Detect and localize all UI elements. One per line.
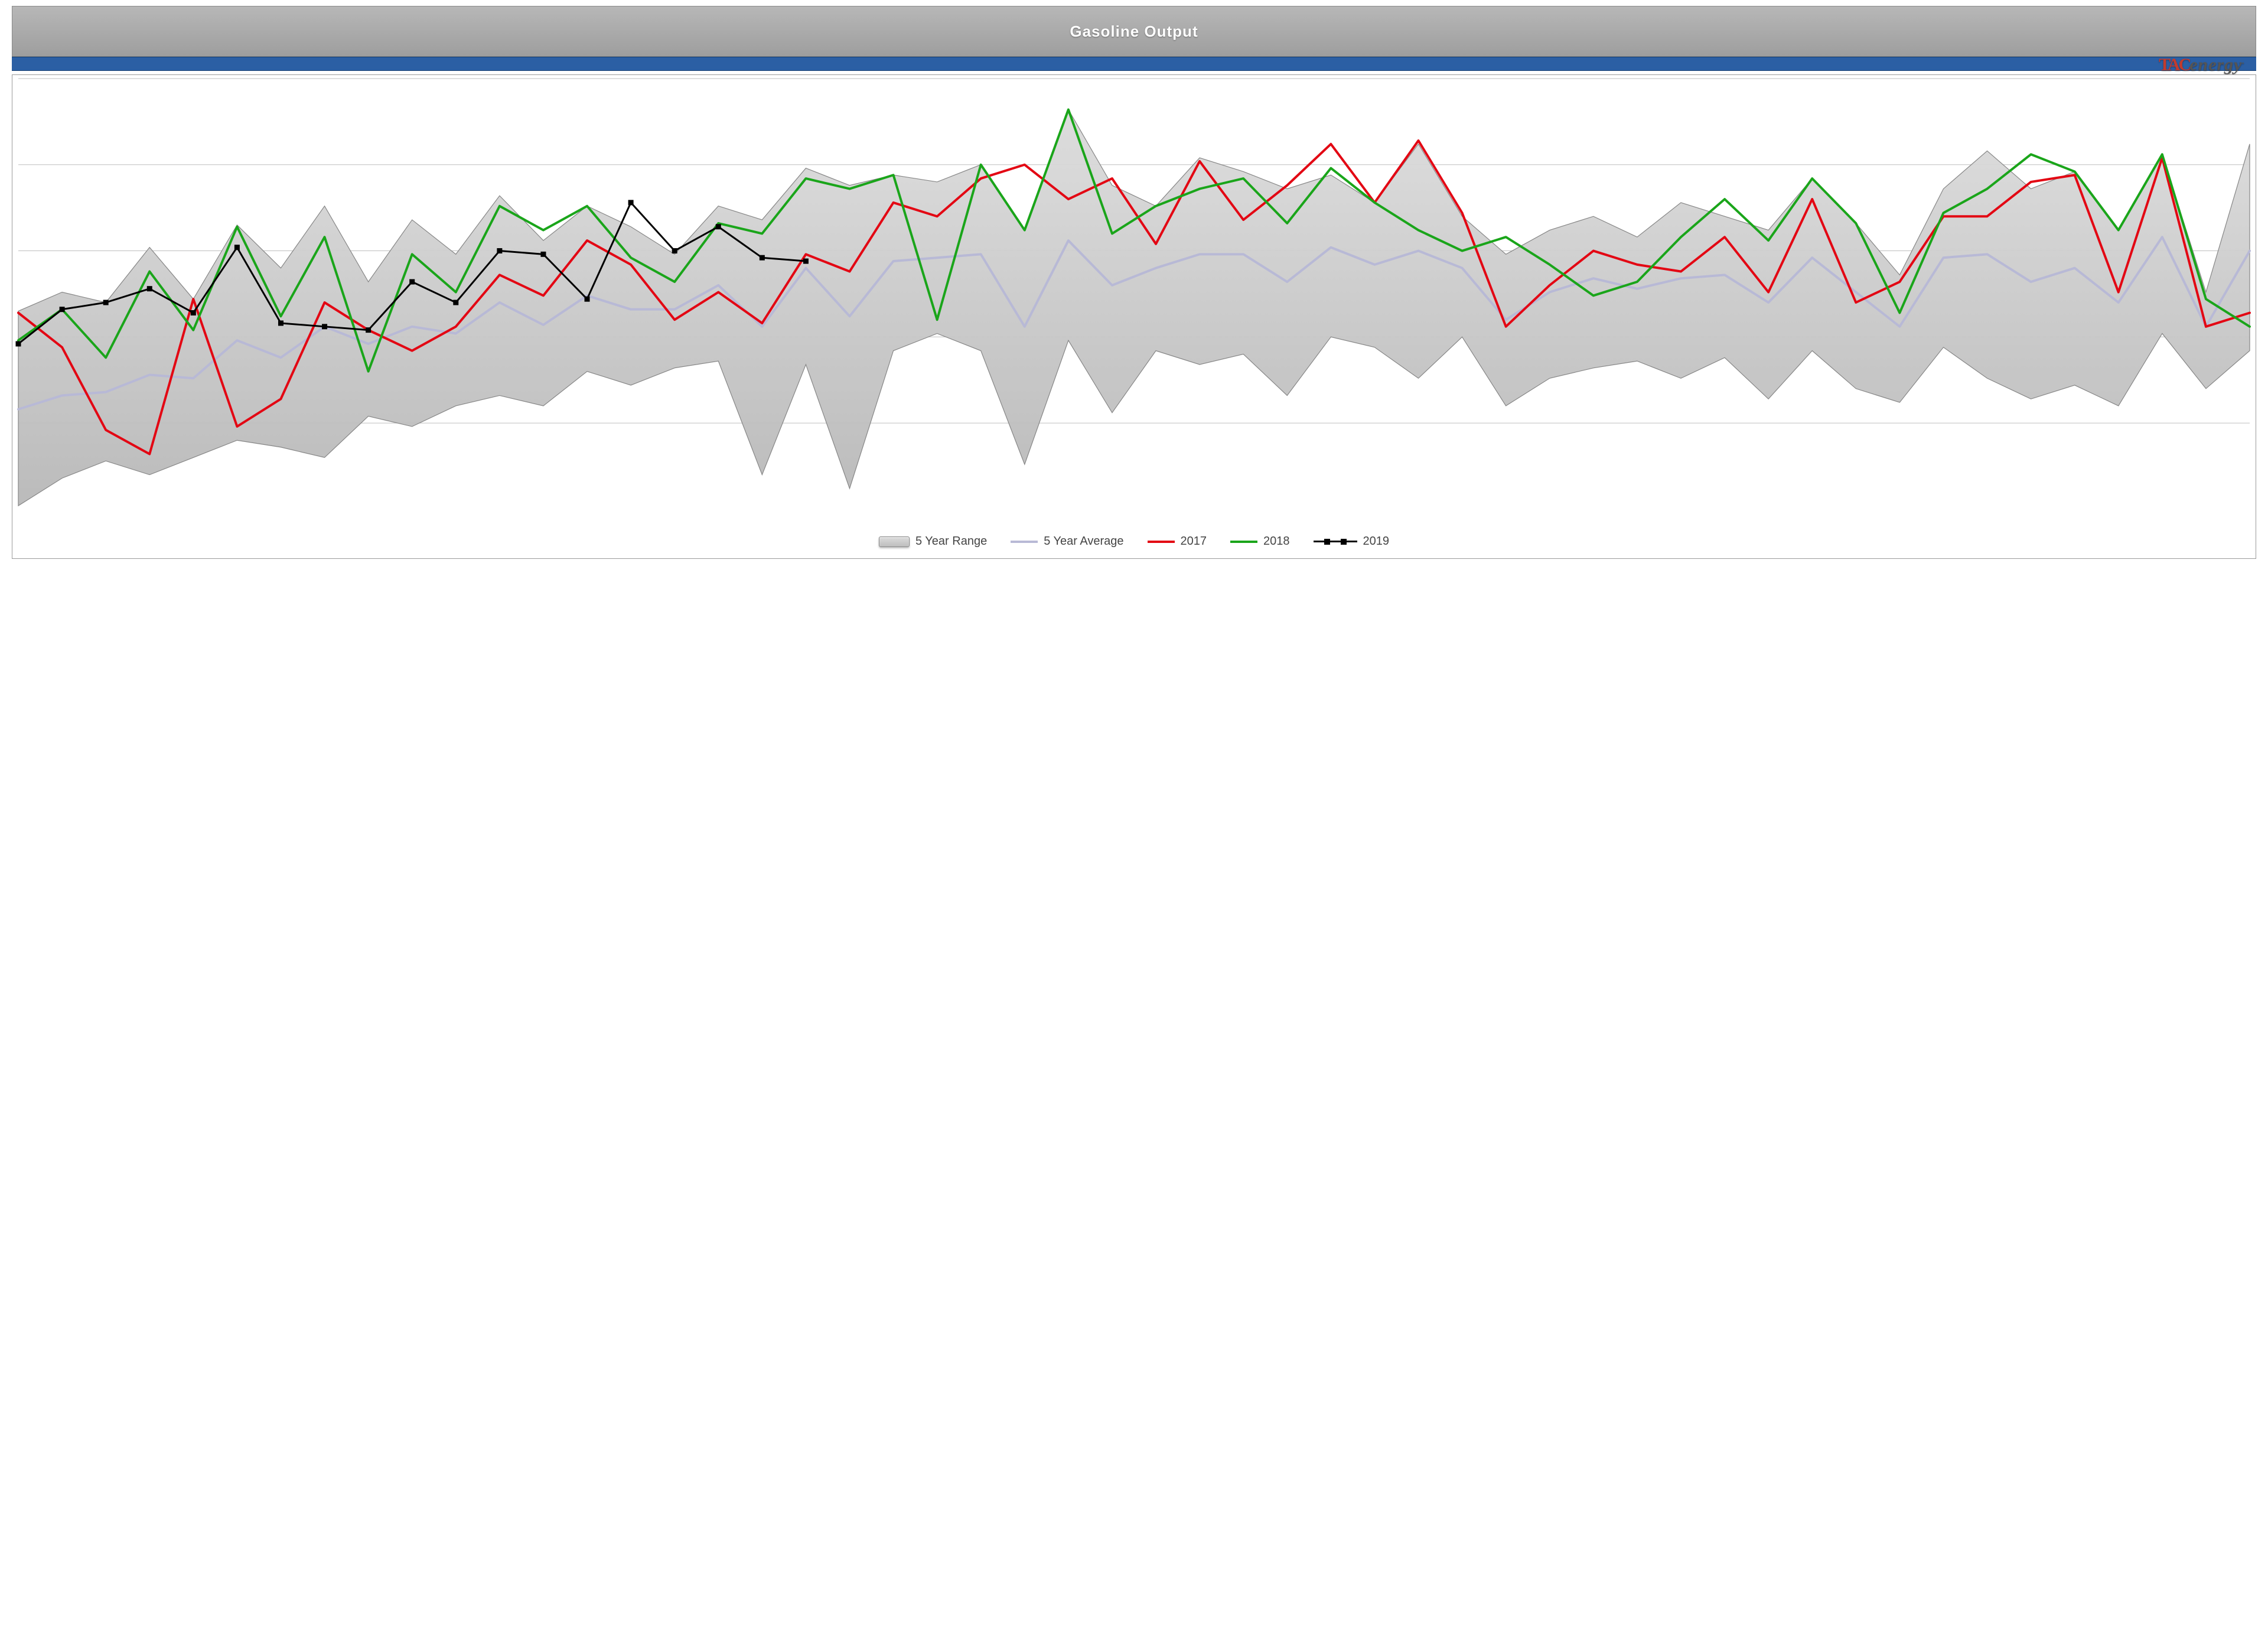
title-bar: Gasoline Output TACenergy.: [12, 6, 2256, 57]
legend-label: 5 Year Average: [1044, 535, 1123, 548]
legend-swatch-line: [1011, 541, 1038, 543]
legend: 5 Year Range 5 Year Average 2017 2018 20…: [12, 530, 2256, 554]
logo-rest: energy: [2189, 55, 2242, 74]
legend-swatch-line: [1230, 541, 1257, 543]
logo-tac: TAC: [2159, 55, 2189, 74]
legend-swatch-2019: [1314, 539, 1357, 545]
legend-label: 2018: [1263, 535, 1290, 548]
legend-label: 2019: [1363, 535, 1390, 548]
legend-item-2017: 2017: [1148, 535, 1207, 548]
legend-label: 2017: [1181, 535, 1207, 548]
legend-item-2018: 2018: [1230, 535, 1290, 548]
legend-swatch-line: [1148, 541, 1175, 543]
brand-logo: TACenergy.: [2159, 55, 2245, 75]
legend-item-avg: 5 Year Average: [1011, 535, 1123, 548]
accent-bar: [12, 57, 2256, 71]
plot-area: 5 Year Range 5 Year Average 2017 2018 20…: [12, 74, 2256, 559]
chart-svg: [12, 75, 2256, 530]
logo-mark: .: [2243, 57, 2246, 66]
legend-item-2019: 2019: [1314, 535, 1390, 548]
chart-card: Gasoline Output TACenergy. 5 Year Range …: [0, 0, 2268, 571]
legend-swatch-range: [879, 536, 910, 547]
legend-item-range: 5 Year Range: [879, 535, 987, 548]
chart-title: Gasoline Output: [1070, 22, 1198, 41]
legend-label: 5 Year Range: [915, 535, 987, 548]
